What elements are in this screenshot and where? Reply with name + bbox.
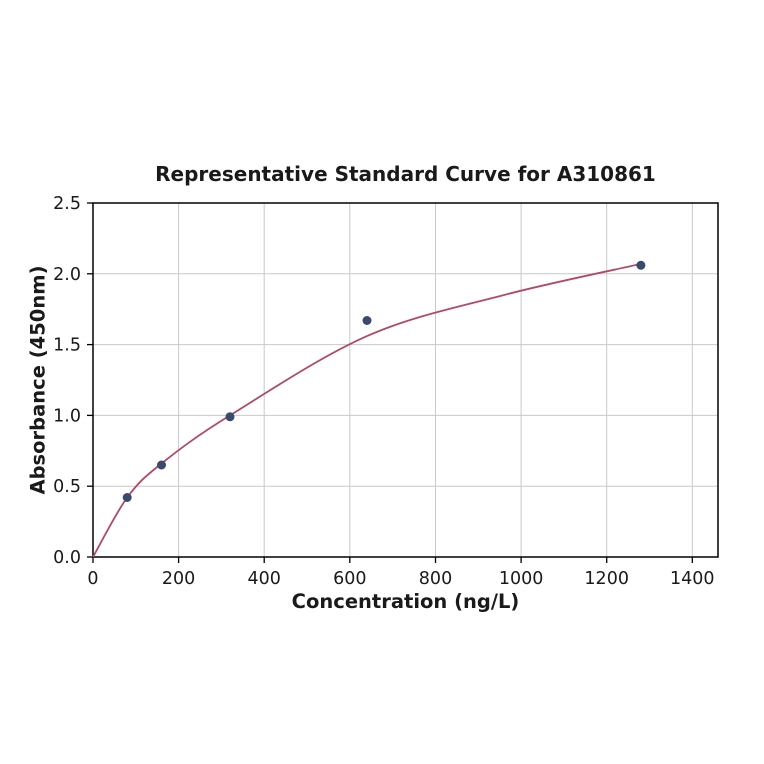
y-tick-label: 0.0	[53, 548, 81, 568]
data-point	[636, 260, 646, 270]
x-tick-label: 1200	[584, 569, 629, 589]
y-tick-label: 2.0	[53, 265, 81, 285]
fitted-curve	[92, 263, 642, 558]
data-point	[362, 316, 372, 325]
x-tick-label: 200	[162, 569, 195, 589]
y-tick-label: 1.0	[53, 406, 81, 426]
x-tick-label: 1400	[670, 569, 715, 589]
x-axis-label: Concentration (ng/L)	[291, 590, 520, 613]
y-tick-label: 1.5	[53, 336, 81, 356]
plot-border	[92, 202, 719, 558]
x-tick-label: 400	[247, 569, 280, 589]
data-point	[157, 460, 166, 470]
x-tick-label: 800	[419, 569, 452, 589]
x-tick-label: 1000	[499, 569, 544, 589]
chart-title: Representative Standard Curve for A31086…	[155, 162, 656, 186]
x-tick-label: 0	[87, 569, 98, 589]
data-point	[122, 493, 132, 502]
data-point	[225, 412, 235, 422]
y-tick-label: 2.5	[53, 194, 81, 214]
x-tick-label: 600	[333, 569, 366, 589]
y-tick-label: 0.5	[53, 477, 81, 497]
